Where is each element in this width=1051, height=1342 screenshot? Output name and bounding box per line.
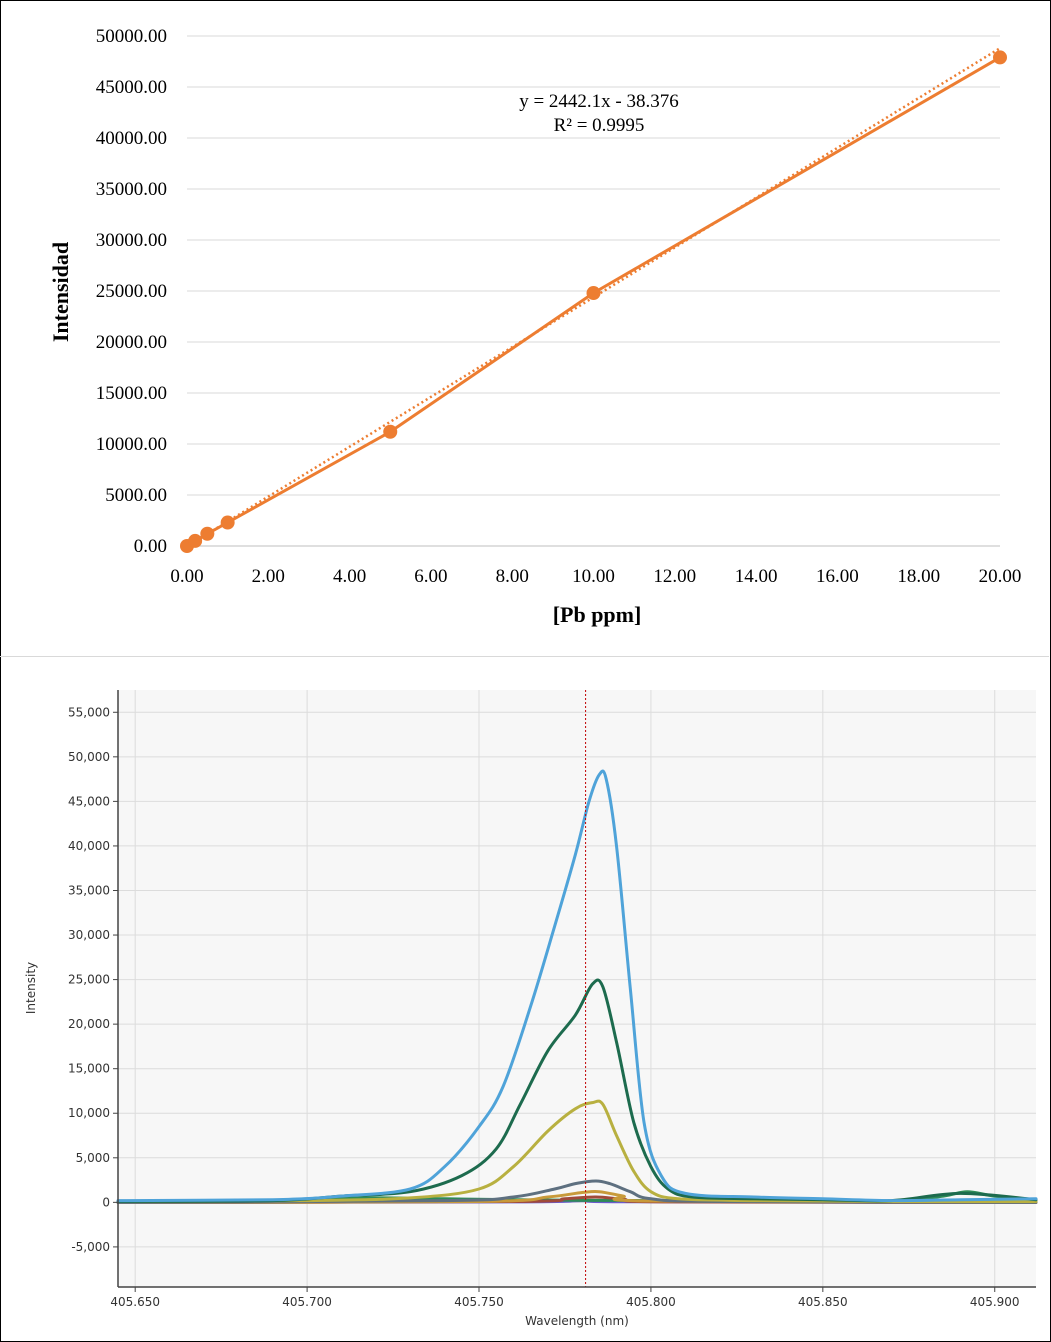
calibration-data-point [993,50,1007,65]
calibration-x-tick-label: 10.00 [572,566,615,587]
calibration-y-axis-label: Intensidad [48,242,73,342]
calibration-x-tick-label: 4.00 [333,566,366,587]
calibration-x-tick-label: 8.00 [496,566,529,587]
spectrum-series-line [116,769,1038,1203]
spectrum-y-tick-label: 40,000 [68,839,110,853]
calibration-y-tick-label: 20000.00 [96,332,167,353]
spectrum-y-tick-label: 50,000 [68,750,110,764]
spectrum-y-tick-label: 25,000 [68,973,110,987]
spectrum-x-tick-label: 405.900 [970,1295,1020,1309]
spectrum-x-tick-label: 405.650 [110,1295,160,1309]
spectrum-y-axis-label: Intensity [24,962,38,1014]
calibration-y-tick-label: 30000.00 [96,230,167,251]
spectrum-x-tick-label: 405.750 [454,1295,504,1309]
spectrum-series [116,769,1038,1204]
spectrum-x-tick-labels: 405.650 405.700 405.750 405.800 405.850 405.9… [110,1287,1020,1309]
calibration-y-tick-label: 25000.00 [96,281,167,302]
spectrum-series-line [116,1099,1038,1204]
calibration-chart: 0.00 5000.00 10000.00 15000.00 20000.00 25000… [48,26,1021,627]
spectrum-y-tick-label: 30,000 [68,928,110,942]
calibration-data-point [188,533,203,548]
calibration-y-tick-label: 10000.00 [96,434,167,455]
calibration-x-tick-label: 20.00 [979,566,1022,587]
spectrum-x-tick-label: 405.800 [626,1295,676,1309]
panel-divider [0,656,1049,657]
calibration-data-point [586,286,601,301]
calibration-x-tick-label: 2.00 [252,566,285,587]
calibration-x-tick-label: 14.00 [735,566,778,587]
calibration-x-axis-label: [Pb ppm] [553,602,642,627]
calibration-x-tick-labels: 0.00 2.00 4.00 6.00 8.00 10.00 12.00 14.00 16.00… [170,566,1021,587]
trendline-r-squared: R² = 0.9995 [554,115,645,136]
trendline-equation: y = 2442.1x - 38.376 [519,91,679,112]
spectrum-y-tick-label: 35,000 [68,883,110,897]
calibration-y-tick-labels: 0.00 5000.00 10000.00 15000.00 20000.00 25000… [96,26,167,557]
calibration-data-point [220,515,235,530]
calibration-x-tick-label: 12.00 [653,566,696,587]
calibration-x-tick-label: 18.00 [897,566,940,587]
calibration-x-tick-label: 0.00 [170,566,203,587]
spectrum-y-tick-label: 45,000 [68,794,110,808]
spectrum-x-axis-label: Wavelength (nm) [525,1314,629,1328]
calibration-y-tick-label: 5000.00 [105,485,167,506]
calibration-series [180,50,1007,553]
spectrum-plot-area [118,690,1036,1287]
spectrum-y-tick-label: 15,000 [68,1062,110,1076]
spectrum-y-tick-label: -5,000 [71,1240,110,1254]
spectrum-y-tick-label: 20,000 [68,1017,110,1031]
calibration-x-tick-label: 6.00 [414,566,447,587]
calibration-x-tick-label: 16.00 [816,566,859,587]
calibration-y-tick-label: 15000.00 [96,383,167,404]
calibration-data-point [383,424,398,439]
calibration-y-tick-label: 45000.00 [96,77,167,98]
spectrum-x-tick-label: 405.700 [282,1295,332,1309]
spectrum-y-tick-label: 55,000 [68,705,110,719]
calibration-y-tick-label: 0.00 [134,536,167,557]
calibration-data-point [200,526,215,541]
spectrum-x-tick-label: 405.850 [798,1295,848,1309]
calibration-y-tick-label: 35000.00 [96,179,167,200]
spectrum-y-tick-label: 0 [102,1195,110,1209]
spectrum-y-tick-label: 10,000 [68,1106,110,1120]
calibration-y-tick-label: 40000.00 [96,128,167,149]
calibration-y-tick-label: 50000.00 [96,26,167,47]
spectrum-y-tick-label: 5,000 [76,1151,110,1165]
spectrum-y-tick-labels: -5,000 0 5,000 10,000 15,000 20,000 25,000 30,0… [68,705,118,1254]
